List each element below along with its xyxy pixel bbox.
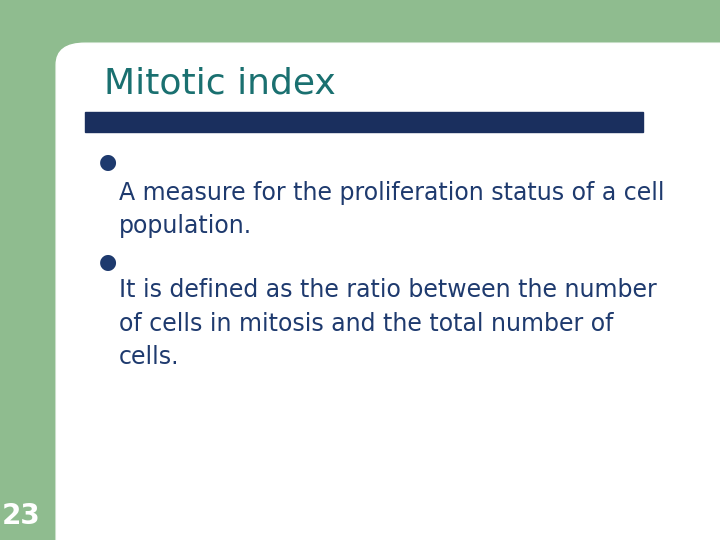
FancyBboxPatch shape [56,43,720,540]
Text: Mitotic index: Mitotic index [104,67,336,100]
Text: 23: 23 [2,502,41,530]
Text: ●: ● [99,252,117,272]
Text: A measure for the proliferation status of a cell
population.: A measure for the proliferation status o… [119,181,665,238]
Text: It is defined as the ratio between the number
of cells in mitosis and the total : It is defined as the ratio between the n… [119,278,657,369]
Text: ●: ● [99,152,117,172]
Bar [85,112,643,132]
